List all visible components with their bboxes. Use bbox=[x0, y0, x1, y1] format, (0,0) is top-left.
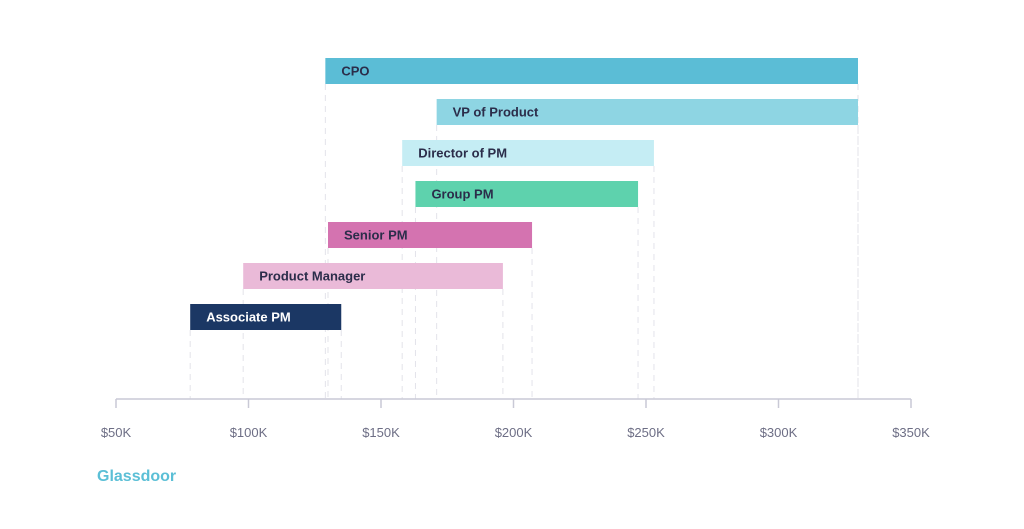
x-tick-label: $50K bbox=[101, 425, 132, 440]
bar bbox=[328, 222, 533, 248]
x-tick-label: $200K bbox=[495, 425, 533, 440]
bar bbox=[415, 181, 639, 207]
x-tick-label: $250K bbox=[627, 425, 665, 440]
bar-label: Group PM bbox=[431, 187, 493, 202]
bar-label: CPO bbox=[341, 64, 369, 79]
bar bbox=[190, 304, 342, 330]
bar-label: Product Manager bbox=[259, 269, 365, 284]
bar bbox=[436, 99, 858, 125]
bar bbox=[325, 58, 859, 84]
x-tick-label: $300K bbox=[760, 425, 798, 440]
x-tick-label: $350K bbox=[892, 425, 930, 440]
bar-label: VP of Product bbox=[453, 105, 539, 120]
bar bbox=[402, 140, 654, 166]
bar-label: Associate PM bbox=[206, 310, 291, 325]
bar-label: Director of PM bbox=[418, 146, 507, 161]
guide-lines bbox=[189, 84, 859, 399]
x-tick-label: $100K bbox=[230, 425, 268, 440]
bar-label: Senior PM bbox=[344, 228, 408, 243]
x-axis: $50K $100K $150K $200K $250K $300K $350K bbox=[101, 398, 930, 440]
bar bbox=[243, 263, 503, 289]
x-tick-label: $150K bbox=[362, 425, 400, 440]
source-label: Glassdoor bbox=[97, 468, 177, 485]
bars: CPO VP of Product Director of PM Group PM Se… bbox=[190, 58, 859, 330]
